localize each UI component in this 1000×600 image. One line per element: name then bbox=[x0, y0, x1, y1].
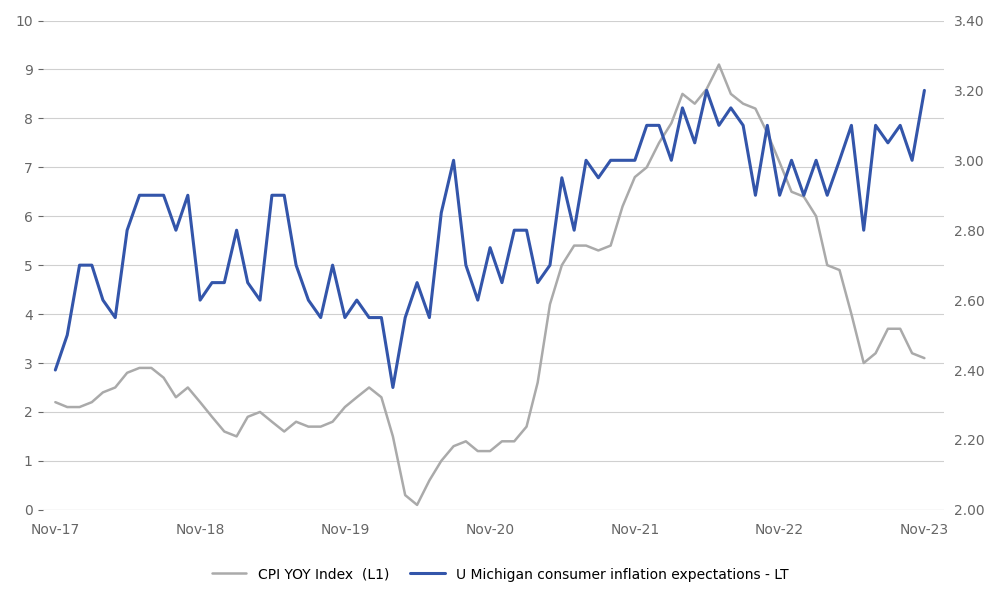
Line: U Michigan consumer inflation expectations - LT: U Michigan consumer inflation expectatio… bbox=[55, 91, 924, 388]
Line: CPI YOY Index  (L1): CPI YOY Index (L1) bbox=[55, 65, 924, 505]
Legend: CPI YOY Index  (L1), U Michigan consumer inflation expectations - LT: CPI YOY Index (L1), U Michigan consumer … bbox=[206, 562, 794, 587]
